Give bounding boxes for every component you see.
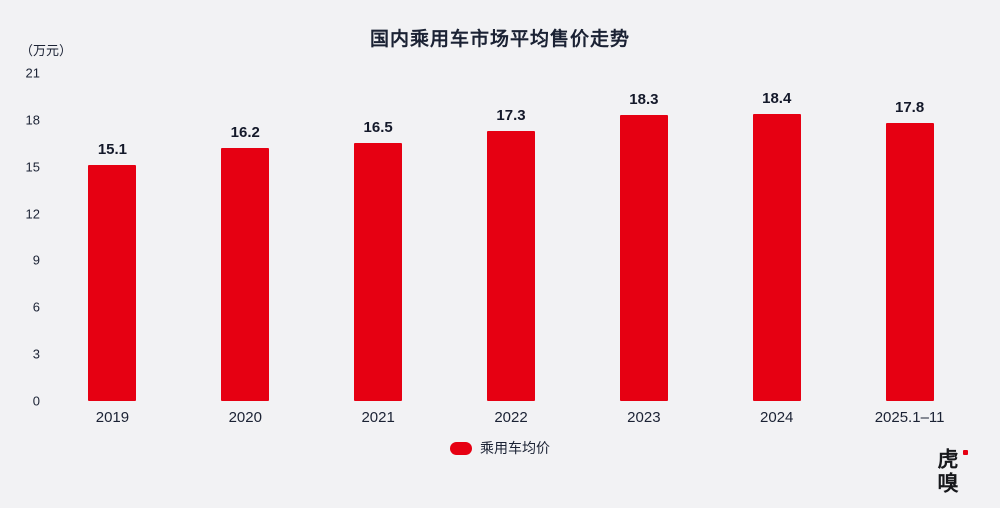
- chart-title: 国内乘用车市场平均售价走势: [369, 29, 630, 50]
- y-axis-tick-label: 0: [32, 393, 40, 409]
- bar-value-label: 16.5: [363, 119, 393, 137]
- bar-cell: 18.3: [577, 73, 710, 401]
- bar-cell: 17.3: [445, 73, 578, 401]
- x-axis-label: 2021: [361, 409, 395, 426]
- bar-cell: 16.5: [312, 73, 445, 401]
- y-axis-tick-label: 12: [25, 206, 40, 222]
- bar-cell: 18.4: [710, 73, 843, 401]
- y-axis-tick-label: 9: [32, 252, 40, 268]
- bar-value-label: 16.2: [230, 123, 260, 141]
- huxiu-logo: 虎嗅: [935, 448, 960, 496]
- x-axis-label: 2020: [228, 409, 262, 426]
- bar: [752, 113, 801, 401]
- bar-value-label: 18.3: [629, 91, 659, 109]
- bar: [487, 130, 535, 401]
- legend-swatch: [450, 441, 472, 455]
- y-axis-tick-label: 3: [32, 346, 40, 362]
- bar: [221, 147, 270, 401]
- bar-cell: 16.2: [179, 73, 312, 401]
- bar: [354, 143, 403, 401]
- bar: [885, 122, 934, 401]
- y-axis: 0 3 6 9 12 15 18 21: [8, 66, 40, 409]
- bar: [88, 165, 137, 401]
- y-axis-unit-label: （万元）: [20, 43, 73, 58]
- bar-value-label: 17.3: [496, 106, 526, 124]
- y-axis-tick-label: 21: [25, 65, 40, 81]
- x-axis-label: 2022: [494, 409, 528, 426]
- y-axis-tick-label: 6: [32, 299, 40, 315]
- x-axis: 2019 2020 2021 2022 2023 2024 2025.1–11: [46, 409, 976, 426]
- y-axis-tick-label: 15: [25, 159, 40, 175]
- y-axis-tick-label: 18: [25, 112, 40, 128]
- plot-area: 15.1 16.2 16.5 17.3 18.3 18.4 17.8: [46, 73, 976, 401]
- x-axis-label: 2023: [627, 409, 661, 426]
- legend-label: 乘用车均价: [480, 440, 550, 456]
- x-axis-label: 2025.1–11: [874, 409, 945, 426]
- bar-value-label: 18.4: [762, 89, 792, 107]
- x-axis-label: 2019: [95, 409, 130, 426]
- bar-value-label: 15.1: [97, 141, 128, 159]
- bar-cell: 15.1: [46, 73, 179, 401]
- bar-cell: 17.8: [843, 73, 976, 401]
- logo-red-dot-icon: [963, 450, 968, 455]
- bar-series: 15.1 16.2 16.5 17.3 18.3 18.4 17.8: [46, 73, 976, 401]
- bar-value-label: 17.8: [894, 98, 925, 116]
- x-axis-label: 2024: [760, 409, 794, 426]
- bar: [619, 115, 668, 401]
- legend: 乘用车均价: [0, 438, 1000, 458]
